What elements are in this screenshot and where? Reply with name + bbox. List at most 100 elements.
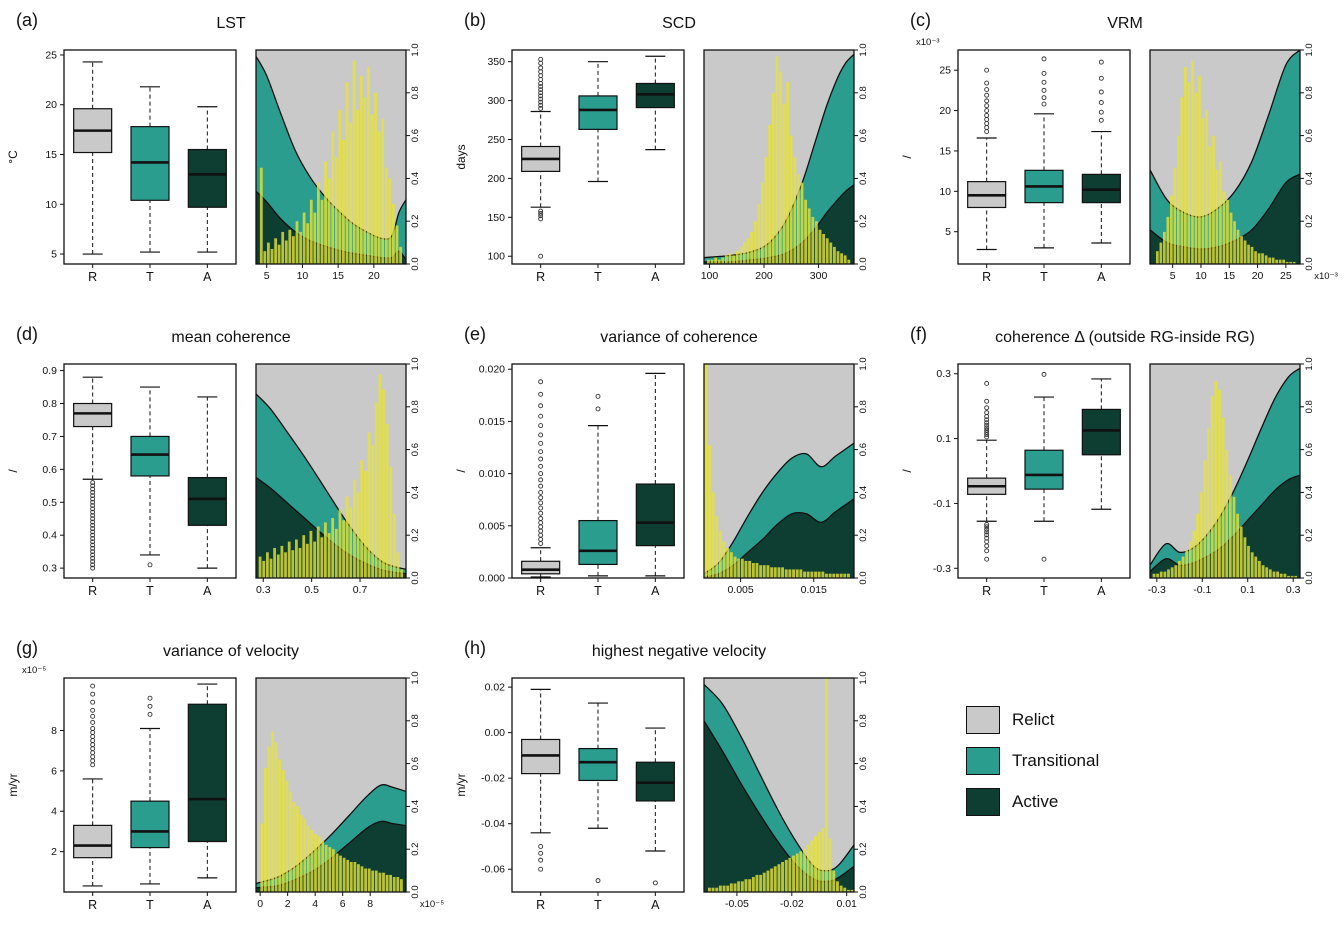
svg-text:-0.06: -0.06	[481, 864, 505, 876]
svg-text:0.0: 0.0	[410, 885, 421, 898]
legend-item-relict: Relict	[966, 706, 1099, 734]
svg-text:20: 20	[368, 270, 380, 282]
panel-h-chart: 0.02 0.00 -0.02 -0.04 -0.06 m/yr R T A 0.0 0.2 0.4 0…	[454, 671, 869, 912]
svg-text:200: 200	[755, 270, 773, 282]
svg-text:0.4: 0.4	[42, 530, 57, 542]
svg-text:0.4: 0.4	[858, 172, 869, 185]
svg-text:0.005: 0.005	[727, 584, 753, 596]
svg-text:x10⁻⁵: x10⁻⁵	[420, 899, 444, 910]
legend-swatch-relict	[966, 706, 1000, 734]
svg-text:5: 5	[945, 226, 951, 238]
svg-text:250: 250	[487, 134, 505, 146]
svg-text:15: 15	[1223, 270, 1235, 282]
svg-text:0.4: 0.4	[410, 800, 421, 813]
svg-text:0.6: 0.6	[410, 443, 421, 456]
svg-text:0.0: 0.0	[410, 257, 421, 270]
panel-g-title: variance of velocity	[162, 643, 300, 660]
svg-text:0.6: 0.6	[410, 757, 421, 770]
svg-text:x10⁻⁵: x10⁻⁵	[22, 665, 46, 676]
svg-text:R: R	[536, 270, 545, 284]
panel-f-chart: -0.3 -0.1 0.1 0.3 / R T A 0.0 0.2 0.4 0.6 0.8 1.0 -0.3…	[900, 357, 1315, 598]
svg-text:0.6: 0.6	[410, 129, 421, 142]
svg-text:T: T	[146, 898, 154, 912]
svg-text:0.2: 0.2	[858, 843, 869, 856]
panel-d-tag: (d)	[16, 324, 38, 344]
svg-text:0.00: 0.00	[485, 727, 506, 739]
svg-text:1.0: 1.0	[858, 671, 869, 684]
panel-d-chart: 0.3 0.4 0.5 0.6 0.7 0.8 0.9 / R T A 0.0 0.2 0.4 0.6 0.8…	[6, 357, 421, 598]
svg-text:R: R	[982, 584, 991, 598]
legend-label-transitional: Transitional	[1012, 751, 1100, 770]
svg-text:-0.1: -0.1	[1193, 584, 1211, 596]
svg-text:1.0: 1.0	[858, 43, 869, 56]
svg-text:15: 15	[45, 149, 57, 161]
svg-text:/: /	[6, 469, 20, 473]
svg-text:0.1: 0.1	[1240, 584, 1255, 596]
svg-text:0.8: 0.8	[410, 714, 421, 727]
svg-text:0.2: 0.2	[410, 843, 421, 856]
svg-text:R: R	[88, 898, 97, 912]
svg-text:0.8: 0.8	[410, 86, 421, 99]
svg-text:0.8: 0.8	[410, 400, 421, 413]
svg-text:100: 100	[701, 270, 719, 282]
svg-text:R: R	[88, 584, 97, 598]
svg-text:0.8: 0.8	[1304, 400, 1315, 413]
panel-g-chart: 2 4 6 8 m/yr x10⁻⁵ R T A 0.0 0.2 0.4 0.6 0.8 1.0 0 2 4 6 8 x…	[6, 665, 444, 912]
panel-e-title: variance of coherence	[600, 329, 758, 346]
svg-text:0: 0	[257, 898, 263, 910]
svg-text:days: days	[454, 144, 468, 169]
svg-text:0.3: 0.3	[256, 584, 271, 596]
svg-text:0.2: 0.2	[410, 529, 421, 542]
svg-text:-0.02: -0.02	[481, 773, 505, 785]
svg-text:5: 5	[264, 270, 270, 282]
svg-text:1.0: 1.0	[410, 357, 421, 370]
panel-a-chart: 5 10 15 20 25 °C R T A 0.0 0.2 0.4 0.6 0.8 1.0 5 10 15 20	[6, 43, 421, 284]
legend-item-transitional: Transitional	[966, 747, 1099, 775]
svg-text:-0.1: -0.1	[933, 498, 951, 510]
svg-text:0.4: 0.4	[858, 486, 869, 499]
svg-text:A: A	[651, 270, 660, 284]
panel-b: (b) SCD 100 150 200 250 300 350 days R T A 0.0 0.2 0…	[452, 6, 896, 312]
svg-text:0.8: 0.8	[858, 86, 869, 99]
svg-text:R: R	[536, 898, 545, 912]
svg-text:x10⁻³: x10⁻³	[1314, 271, 1338, 282]
svg-text:0.005: 0.005	[479, 520, 505, 532]
panel-d-title: mean coherence	[171, 329, 291, 346]
svg-text:10: 10	[297, 270, 309, 282]
svg-text:A: A	[203, 898, 212, 912]
svg-text:0.8: 0.8	[858, 400, 869, 413]
legend-label-relict: Relict	[1012, 710, 1055, 729]
panel-g: (g) variance of velocity 2 4 6 8 m/yr x10⁻⁵ R T…	[4, 634, 448, 940]
svg-text:300: 300	[487, 95, 505, 107]
svg-text:0.8: 0.8	[42, 398, 57, 410]
svg-text:15: 15	[939, 145, 951, 157]
svg-text:0.0: 0.0	[1304, 571, 1315, 584]
panel-g-tag: (g)	[16, 638, 38, 658]
panel-c-chart: 5 10 15 20 25 / x10⁻³ R T A 0.0 0.2 0.4 0.6 0.8 1.0 5 10 1…	[900, 37, 1338, 284]
svg-text:100: 100	[487, 251, 505, 263]
svg-text:0.020: 0.020	[479, 364, 505, 376]
svg-text:5: 5	[51, 249, 57, 261]
svg-text:20: 20	[939, 105, 951, 117]
svg-text:0.4: 0.4	[410, 486, 421, 499]
panel-h-title: highest negative velocity	[591, 643, 767, 660]
svg-text:0.3: 0.3	[1286, 584, 1301, 596]
svg-text:A: A	[203, 270, 212, 284]
legend-label-active: Active	[1012, 792, 1059, 811]
svg-text:8: 8	[367, 898, 373, 910]
svg-text:A: A	[651, 584, 660, 598]
svg-text:4: 4	[312, 898, 318, 910]
svg-text:1.0: 1.0	[1304, 43, 1315, 56]
svg-text:10: 10	[939, 186, 951, 198]
legend-swatch-active	[966, 788, 1000, 816]
svg-text:-0.02: -0.02	[780, 898, 804, 910]
svg-text:0.0: 0.0	[858, 571, 869, 584]
svg-text:20: 20	[45, 99, 57, 111]
svg-text:300: 300	[810, 270, 828, 282]
svg-text:6: 6	[51, 765, 57, 777]
svg-text:-0.04: -0.04	[481, 818, 505, 830]
panel-d: (d) mean coherence 0.3 0.4 0.5 0.6 0.7 0.8 0.9…	[4, 320, 448, 626]
panel-a-title: LST	[216, 15, 246, 32]
svg-text:1.0: 1.0	[410, 671, 421, 684]
